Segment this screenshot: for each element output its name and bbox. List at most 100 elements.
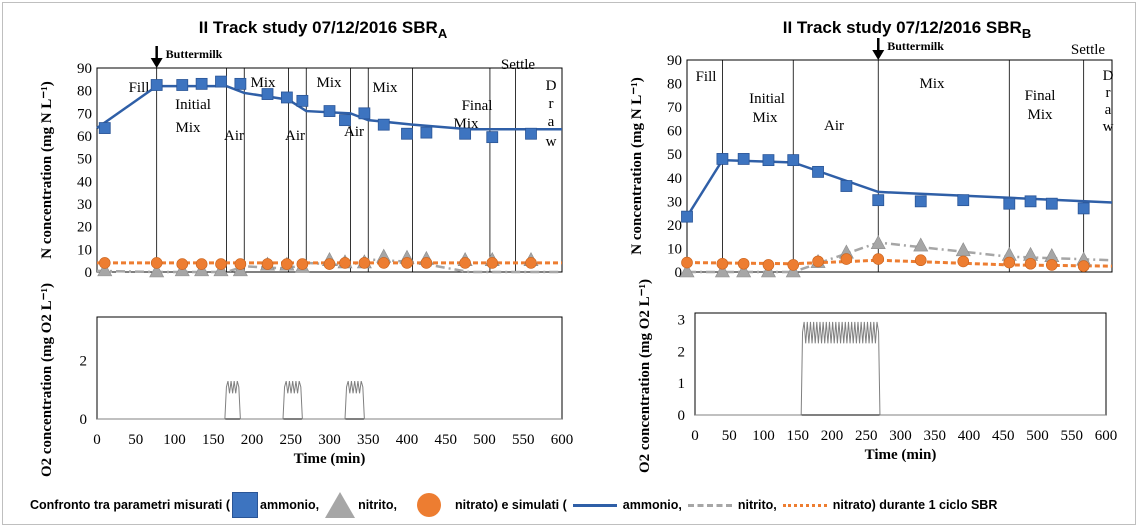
ammonio-point xyxy=(215,75,227,88)
phase-label: Mix xyxy=(316,75,342,91)
phase-label: D xyxy=(546,78,557,94)
legend-nitrito-simulated: nitrito, xyxy=(737,498,777,512)
phase-label: a xyxy=(548,114,555,130)
nitrato-point xyxy=(812,255,824,268)
x-tick-label: 300 xyxy=(889,428,912,444)
y-tick-label: 60 xyxy=(667,124,682,140)
nitrito-point xyxy=(679,263,695,278)
x-tick-label: 250 xyxy=(280,432,303,448)
nitrato-point xyxy=(1077,260,1090,272)
ammonio-point xyxy=(1045,197,1058,210)
nitrato-point xyxy=(150,257,163,269)
o2-y-tick-label: 2 xyxy=(80,354,88,370)
nitrato-point xyxy=(1045,259,1058,271)
o2-y-tick-label: 2 xyxy=(678,344,686,360)
x-tick-label: 250 xyxy=(855,428,878,444)
y-tick-label: 70 xyxy=(77,106,92,122)
ammonio-point xyxy=(280,91,293,104)
o2-y-tick-label: 0 xyxy=(80,412,88,428)
legend-nitrato-simulated: nitrato) durante 1 ciclo SBR xyxy=(832,498,998,512)
ammonio-point xyxy=(195,77,208,90)
x-tick-label: 150 xyxy=(202,432,225,448)
nitrato-point xyxy=(339,257,351,269)
ammonio-point xyxy=(914,195,927,208)
ammonio-point xyxy=(1024,195,1037,208)
legend-solid-line xyxy=(572,503,617,507)
nitrato-point xyxy=(261,258,274,270)
x-tick-label: 550 xyxy=(1061,428,1084,444)
o2-plot-area xyxy=(96,316,563,420)
y-tick-label: 90 xyxy=(77,61,92,77)
phase-label: Mix xyxy=(250,75,276,91)
phase-label: Air xyxy=(344,124,364,140)
x-tick-label: 400 xyxy=(958,428,981,444)
phase-label: Air xyxy=(824,118,844,134)
y-tick-label: 80 xyxy=(667,77,682,93)
y-tick-label: 50 xyxy=(667,147,682,163)
o2-y-tick-label: 1 xyxy=(678,376,686,392)
y-tick-label: 70 xyxy=(667,100,682,116)
ammonio-point xyxy=(762,154,775,167)
nitrato-point xyxy=(787,259,800,271)
y-tick-label: 30 xyxy=(667,194,682,210)
x-tick-label: 500 xyxy=(1026,428,1049,444)
nitrato-point xyxy=(401,257,413,269)
phase-label: Mix xyxy=(372,80,398,96)
x-axis-label: Time (min) xyxy=(294,451,366,467)
phase-label: Mix xyxy=(1027,107,1053,123)
y-tick-label: 60 xyxy=(77,129,92,145)
ammonio-point xyxy=(234,77,247,90)
legend-nitrito-measured: nitrito, xyxy=(358,498,397,512)
x-tick-label: 50 xyxy=(128,432,143,448)
nitrito-point xyxy=(913,237,929,252)
ammonio-point xyxy=(957,194,970,207)
ammonio-point xyxy=(176,79,189,91)
chart-title: II Track study 07/12/2016 SBRB xyxy=(783,18,1031,41)
phase-label: Settle xyxy=(1071,42,1106,58)
phase-label: w xyxy=(546,134,557,150)
x-tick-label: 350 xyxy=(924,428,947,444)
nitrato-point xyxy=(215,258,227,270)
ammonio-point xyxy=(420,126,433,139)
phase-label: Final xyxy=(462,98,493,114)
y-tick-label: 90 xyxy=(667,53,682,69)
ammonio-point xyxy=(1003,197,1016,210)
x-tick-label: 300 xyxy=(318,432,341,448)
plot-area xyxy=(686,59,1113,273)
nitrito-point xyxy=(97,262,113,277)
chart-title: II Track study 07/12/2016 SBRA xyxy=(199,18,448,41)
ammonio-point xyxy=(358,107,371,120)
x-tick-label: 550 xyxy=(512,432,535,448)
legend-ammonio-measured: ammonio, xyxy=(260,498,320,512)
simulated-nitrato-line xyxy=(686,258,1113,268)
ammonio-point xyxy=(401,127,413,140)
x-tick-label: 600 xyxy=(1095,428,1118,444)
nitrato-point xyxy=(762,259,775,271)
legend-triangle-marker xyxy=(325,492,356,518)
ammonio-point xyxy=(872,194,885,207)
plot-area xyxy=(96,67,563,273)
ammonio-point xyxy=(737,153,750,165)
buttermilk-arrowhead xyxy=(872,50,885,60)
phase-label: Initial xyxy=(175,97,211,113)
nitrato-point xyxy=(716,257,729,270)
nitrato-point xyxy=(840,253,853,265)
phase-label: Initial xyxy=(749,91,785,107)
ammonio-point xyxy=(339,114,351,127)
phase-label: Settle xyxy=(501,57,536,73)
y-tick-label: 30 xyxy=(77,197,92,213)
y-tick-label: 50 xyxy=(77,152,92,168)
phase-label: Mix xyxy=(175,120,201,136)
ammonio-point xyxy=(98,122,111,134)
y-tick-label: 10 xyxy=(667,241,682,257)
phase-label: Air xyxy=(285,128,305,144)
nitrato-point xyxy=(377,257,390,269)
nitrato-point xyxy=(914,254,927,267)
x-tick-label: 500 xyxy=(473,432,496,448)
ammonio-point xyxy=(323,105,336,117)
ammonio-point xyxy=(716,153,729,165)
nitrato-point xyxy=(737,257,750,270)
legend-dotted-line xyxy=(782,503,827,507)
nitrato-point xyxy=(681,256,693,269)
